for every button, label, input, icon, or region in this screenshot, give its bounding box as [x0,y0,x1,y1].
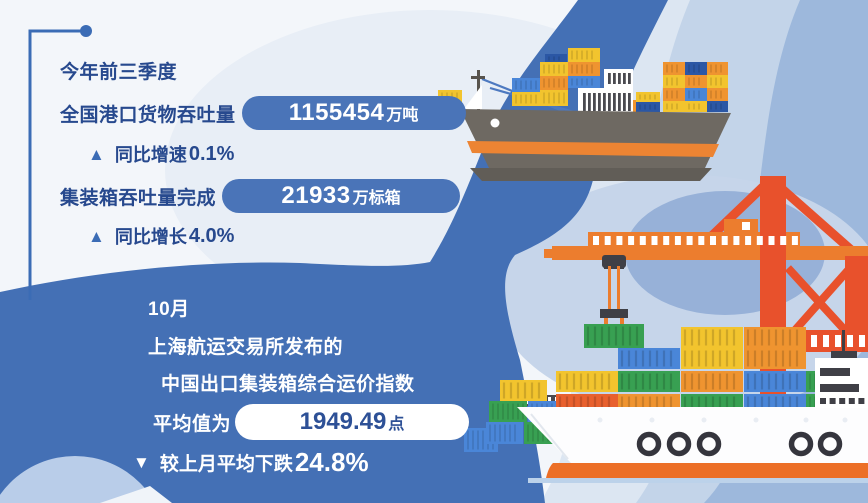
hull [460,109,731,168]
index-value-badge: 1949.49 点 [235,404,470,440]
triangle-up-icon: ▲ [88,144,105,164]
hull-stripe [467,141,719,157]
container-value: 21933 [281,182,351,209]
container-ship-icon [464,327,868,483]
container-trend-value: 4.0% [188,224,235,247]
index-value-row: 平均值为 1949.49 点 [153,404,470,440]
index-period-text: 10月 [148,299,190,320]
cargo-trend-row: ▲ 同比增速 0.1% [88,141,234,167]
corner-sliver-shape [100,486,172,503]
container-trend-text: 同比增长 [114,227,187,247]
cargo-value: 1155454 [288,99,385,126]
boom [552,246,868,260]
stat-row-cargo: 全国港口货物吞吐量 1155454 万吨 [60,96,466,130]
triangle-up-icon: ▲ [88,226,105,246]
index-name-text: 中国出口集装箱综合运价指数 [161,374,415,395]
superstructure-windows [583,73,631,111]
index-unit: 点 [388,416,405,433]
index-trend-row: ▼ 较上月平均下跌 24.8% [133,447,369,478]
hoist-cable [608,266,611,314]
porthole [696,431,722,457]
connector-line [28,25,92,300]
cargo-value-badge: 1155454 万吨 [241,96,466,130]
index-source-line: 上海航运交易所发布的 [148,332,343,359]
cargo-unit: 万吨 [386,107,419,124]
index-value-label: 平均值为 [153,413,232,435]
index-source-text: 上海航运交易所发布的 [148,337,344,358]
index-trend-value: 24.8% [294,447,369,477]
porthole [636,431,662,457]
index-trend-text: 较上月平均下跌 [159,454,293,475]
white-hull [517,407,868,463]
stats-period-label: 今年前三季度 [60,57,177,84]
ship-mast [842,330,845,360]
index-name-line: 中国出口集装箱综合运价指数 [161,369,415,396]
hill-shape [0,456,156,503]
spreader [600,309,628,318]
cargo-trend-text: 同比增速 [114,145,187,165]
crane-cab [724,219,758,233]
bridge-windows [820,398,865,404]
index-value: 1949.49 [299,408,387,435]
cargo-ship-icon [438,48,731,181]
triangle-down-icon: ▼ [133,453,150,472]
cargo-trend-value: 0.1% [188,142,235,165]
porthole [666,431,692,457]
index-period-label: 10月 [148,294,190,321]
porthole [788,431,814,457]
stats-period-text: 今年前三季度 [60,62,178,83]
stat-row-container: 集装箱吞吐量完成 21933 万标箱 [60,179,461,213]
container-value-badge: 21933 万标箱 [222,179,461,213]
porthole [490,118,500,128]
connector-dot [80,25,92,37]
container-unit: 万标箱 [352,190,401,207]
bow-flag [464,85,482,109]
keel-stripe [546,463,868,478]
container-throughput-label: 集装箱吞吐量完成 [60,187,217,209]
porthole [817,431,843,457]
container-trend-row: ▲ 同比增长 4.0% [88,223,234,249]
hanging-container [584,324,644,348]
cargo-throughput-label: 全国港口货物吞吐量 [60,104,236,126]
